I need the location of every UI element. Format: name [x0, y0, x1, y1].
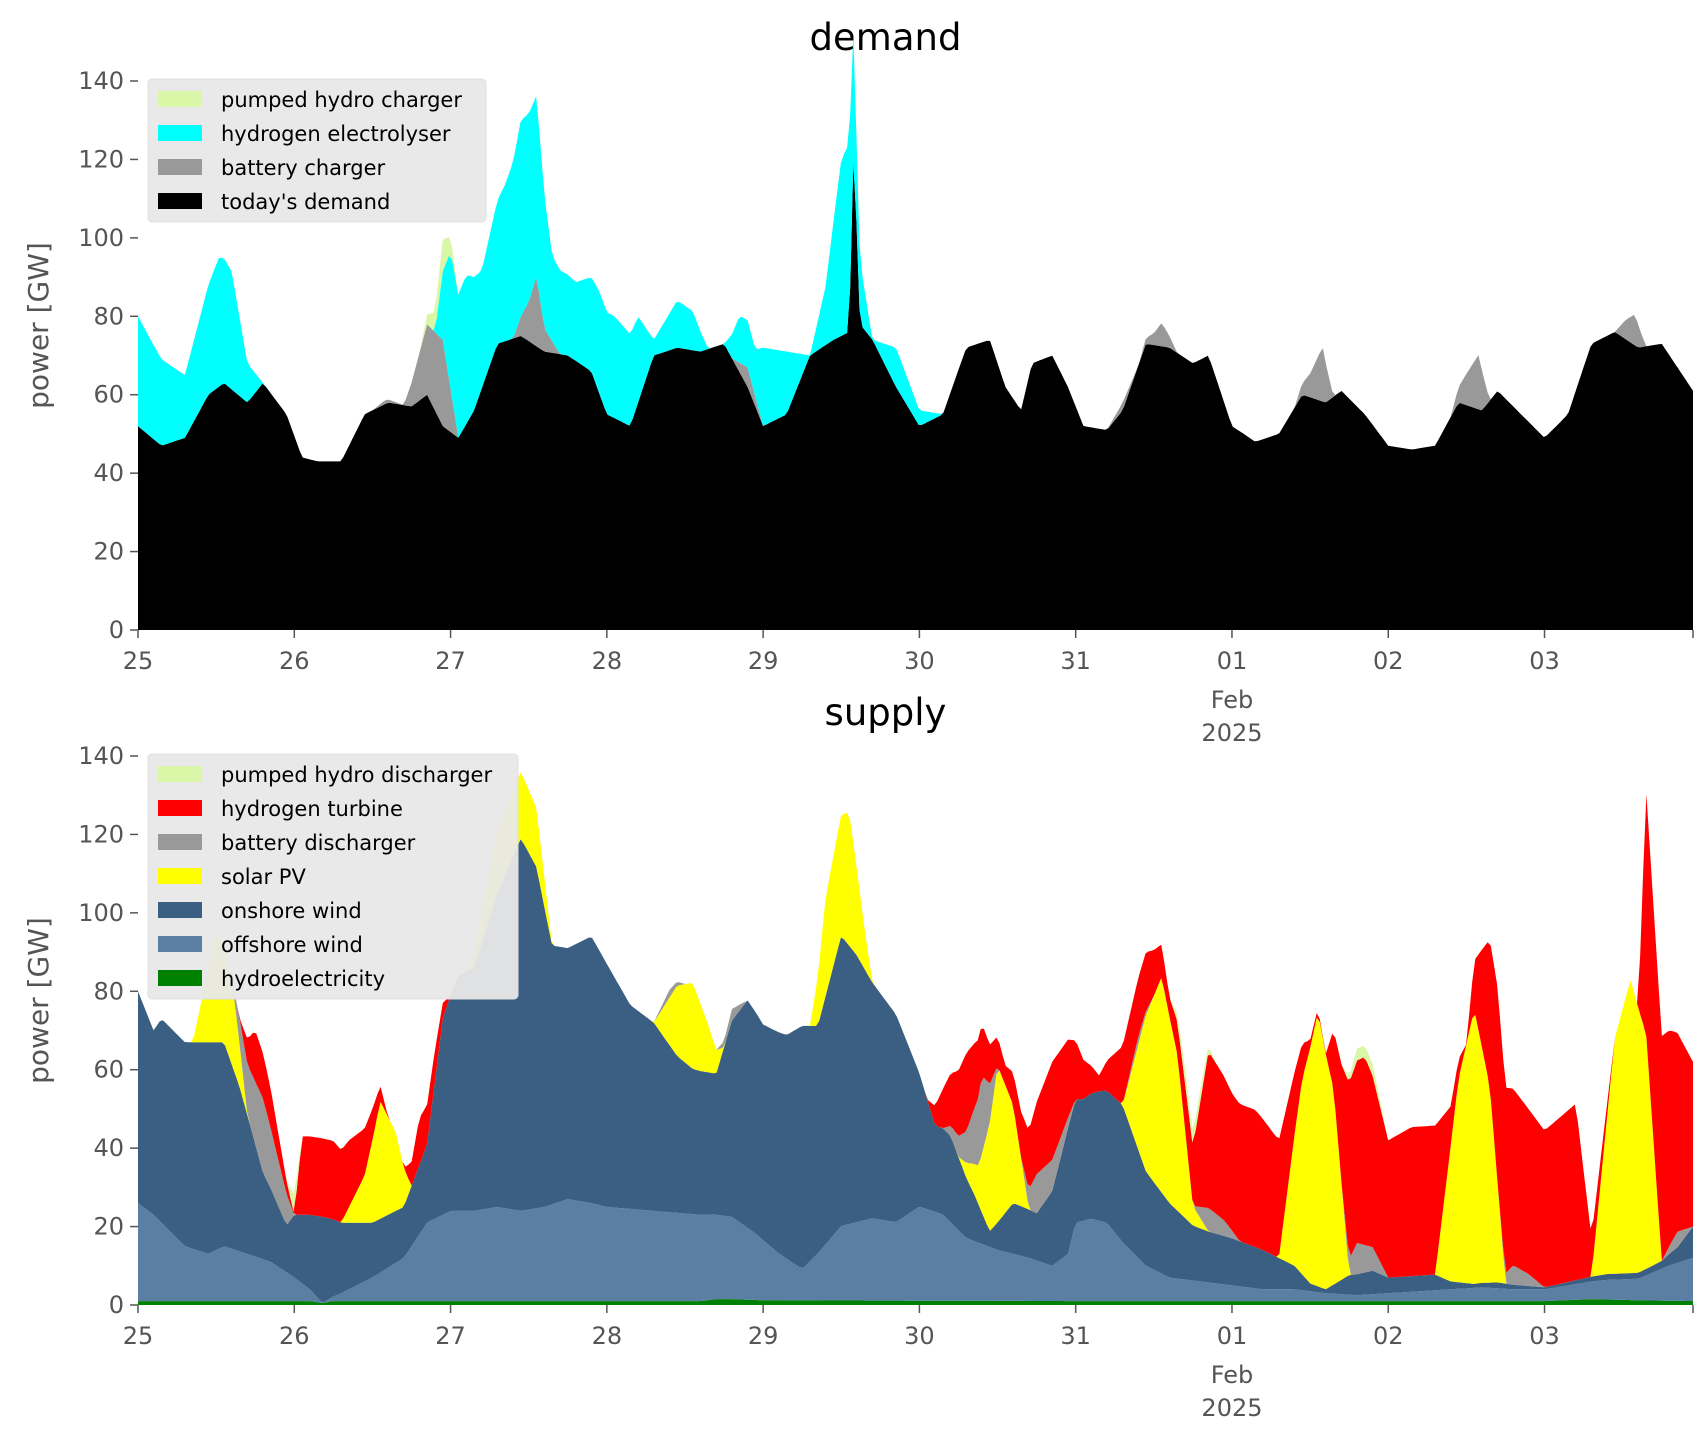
chart-title: supply: [825, 691, 947, 734]
x-tick-label: 01: [1217, 1322, 1248, 1350]
y-tick-label: 20: [93, 538, 124, 566]
y-tick-label: 0: [109, 1291, 124, 1319]
legend-swatch-today-s-demand: [158, 193, 202, 209]
legend-swatch-hydrogen-turbine: [158, 800, 202, 816]
x-tick-label: 26: [279, 1322, 310, 1350]
x-tick-sublabel: Feb: [1211, 1361, 1254, 1389]
x-tick-label: 31: [1060, 1322, 1091, 1350]
area-battery-charger: [138, 162, 1693, 462]
area-today-s-demand: [138, 162, 1693, 630]
y-tick-label: 140: [78, 67, 124, 95]
area-solar-pv: [138, 772, 1693, 1290]
area-onshore-wind: [138, 839, 1693, 1302]
x-tick-label: 28: [592, 647, 623, 675]
legend-swatch-battery-charger: [158, 159, 202, 175]
legend-swatch-solar-pv: [158, 868, 202, 884]
y-tick-label: 0: [109, 616, 124, 644]
legend-label-pumped-hydro-discharger: pumped hydro discharger: [221, 763, 492, 787]
legend-label-offshore-wind: offshore wind: [221, 933, 363, 957]
x-tick-label: 28: [592, 1322, 623, 1350]
legend-label-solar-pv: solar PV: [221, 865, 306, 889]
y-tick-label: 100: [78, 224, 124, 252]
legend-label-hydrogen-turbine: hydrogen turbine: [221, 797, 403, 821]
legend-box: [147, 753, 519, 1000]
y-tick-label: 40: [93, 1134, 124, 1162]
legend-label-battery-discharger: battery discharger: [221, 831, 416, 855]
x-tick-sublabel: Feb: [1211, 686, 1254, 714]
y-axis-label: power [GW]: [22, 917, 55, 1084]
area-hydroelectricity: [138, 1299, 1693, 1305]
legend-label-hydrogen-electrolyser: hydrogen electrolyser: [221, 122, 451, 146]
x-tick-label: 31: [1060, 647, 1091, 675]
area-hydrogen-electrolyser: [138, 33, 1693, 462]
y-tick-label: 40: [93, 459, 124, 487]
x-tick-label: 29: [748, 647, 779, 675]
legend-label-pumped-hydro-charger: pumped hydro charger: [221, 88, 462, 112]
y-tick-label: 140: [78, 742, 124, 770]
chart-title: demand: [810, 16, 962, 59]
x-tick-label: 01: [1217, 647, 1248, 675]
area-pumped-hydro-charger: [138, 33, 1693, 462]
x-tick-label: 03: [1529, 1322, 1560, 1350]
y-tick-label: 80: [93, 302, 124, 330]
legend-swatch-onshore-wind: [158, 902, 202, 918]
y-tick-label: 20: [93, 1213, 124, 1241]
x-tick-label: 29: [748, 1322, 779, 1350]
x-tick-label: 30: [904, 647, 935, 675]
legend-swatch-pumped-hydro-charger: [158, 91, 202, 107]
legend-box: [147, 78, 487, 223]
x-tick-label: 26: [279, 647, 310, 675]
y-tick-label: 100: [78, 899, 124, 927]
legend-label-hydroelectricity: hydroelectricity: [221, 967, 385, 991]
area-offshore-wind: [138, 1199, 1693, 1303]
x-tick-label: 30: [904, 1322, 935, 1350]
y-axis-label: power [GW]: [22, 242, 55, 409]
legend-label-battery-charger: battery charger: [221, 156, 386, 180]
y-tick-label: 80: [93, 977, 124, 1005]
legend-swatch-pumped-hydro-discharger: [158, 766, 202, 782]
legend: pumped hydro charger hydrogen electrolyse…: [147, 78, 487, 223]
y-tick-label: 120: [78, 820, 124, 848]
y-tick-label: 60: [93, 381, 124, 409]
legend-swatch-offshore-wind: [158, 936, 202, 952]
y-tick-label: 60: [93, 1056, 124, 1084]
x-tick-label: 03: [1529, 647, 1560, 675]
x-tick-sublabel: 2025: [1201, 1394, 1262, 1422]
area-hydrogen-turbine: [138, 772, 1693, 1287]
x-tick-label: 27: [435, 647, 466, 675]
x-tick-label: 02: [1373, 647, 1404, 675]
x-tick-label: 27: [435, 1322, 466, 1350]
legend-swatch-hydrogen-electrolyser: [158, 125, 202, 141]
x-tick-label: 25: [123, 647, 154, 675]
legend-swatch-battery-discharger: [158, 834, 202, 850]
x-tick-label: 25: [123, 1322, 154, 1350]
y-tick-label: 120: [78, 145, 124, 173]
legend-label-onshore-wind: onshore wind: [221, 899, 362, 923]
legend-label-today-s-demand: today's demand: [221, 190, 390, 214]
legend-swatch-hydroelectricity: [158, 970, 202, 986]
x-tick-label: 02: [1373, 1322, 1404, 1350]
legend: pumped hydro discharger hydrogen turbine b…: [147, 753, 519, 1000]
x-tick-sublabel: 2025: [1201, 719, 1262, 747]
